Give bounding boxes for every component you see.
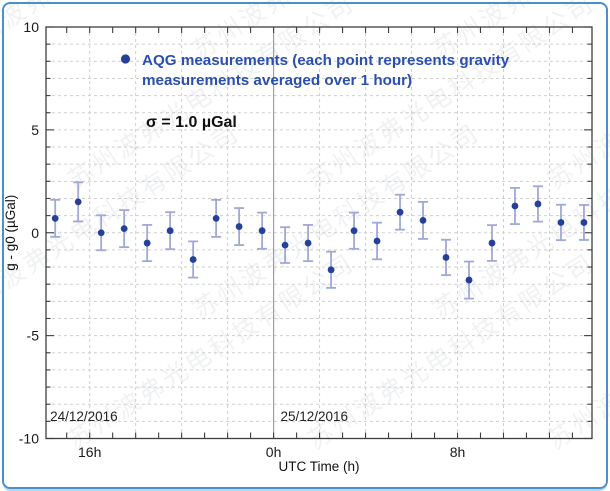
data-series-layer [50, 181, 589, 300]
tick-layer [46, 26, 592, 440]
data-point [555, 203, 566, 242]
y-tick-label: -10 [19, 431, 39, 447]
date-label-right: 25/12/2016 [280, 409, 348, 424]
data-point [257, 211, 268, 250]
x-tick-label: 8h [450, 444, 466, 460]
legend-marker-dot [120, 54, 131, 64]
data-point [142, 224, 153, 263]
data-point [509, 186, 520, 226]
data-point [326, 250, 337, 289]
sigma-annotation: σ = 1.0 µGal [146, 114, 237, 131]
data-point [211, 198, 222, 238]
data-point [441, 238, 452, 277]
y-axis-title: g - g0 (µGal) [3, 195, 18, 271]
x-tick-label: 16h [78, 444, 101, 460]
y-tick-label: 0 [31, 225, 39, 241]
data-point [50, 198, 61, 238]
y-tick-label: 5 [31, 122, 39, 138]
data-point [280, 226, 291, 264]
data-point [73, 181, 84, 223]
data-point [349, 211, 360, 250]
data-point [165, 211, 176, 251]
data-point [188, 240, 199, 279]
tick-label-layer: 16h 0h 8h 10 5 0 -5 -10 [19, 19, 466, 460]
x-tick-label: 0h [266, 444, 282, 460]
data-point [372, 221, 383, 261]
legend-text-line-2: measurements averaged over 1 hour) [142, 72, 412, 89]
y-tick-label: -5 [27, 328, 40, 344]
data-point [464, 260, 475, 300]
y-tick-label: 10 [23, 19, 39, 35]
data-point [395, 193, 406, 231]
data-point [96, 214, 107, 252]
data-point [532, 185, 543, 223]
data-point [578, 204, 589, 241]
date-label-left: 24/12/2016 [50, 409, 118, 424]
data-point [418, 200, 429, 240]
data-point [119, 209, 130, 249]
grid-layer [46, 27, 592, 439]
legend-text-line-1: AQG measurements (each point represents … [142, 52, 510, 69]
data-point [486, 224, 497, 262]
data-point [234, 207, 245, 246]
data-point [303, 224, 314, 263]
x-axis-title: UTC Time (h) [279, 459, 360, 474]
